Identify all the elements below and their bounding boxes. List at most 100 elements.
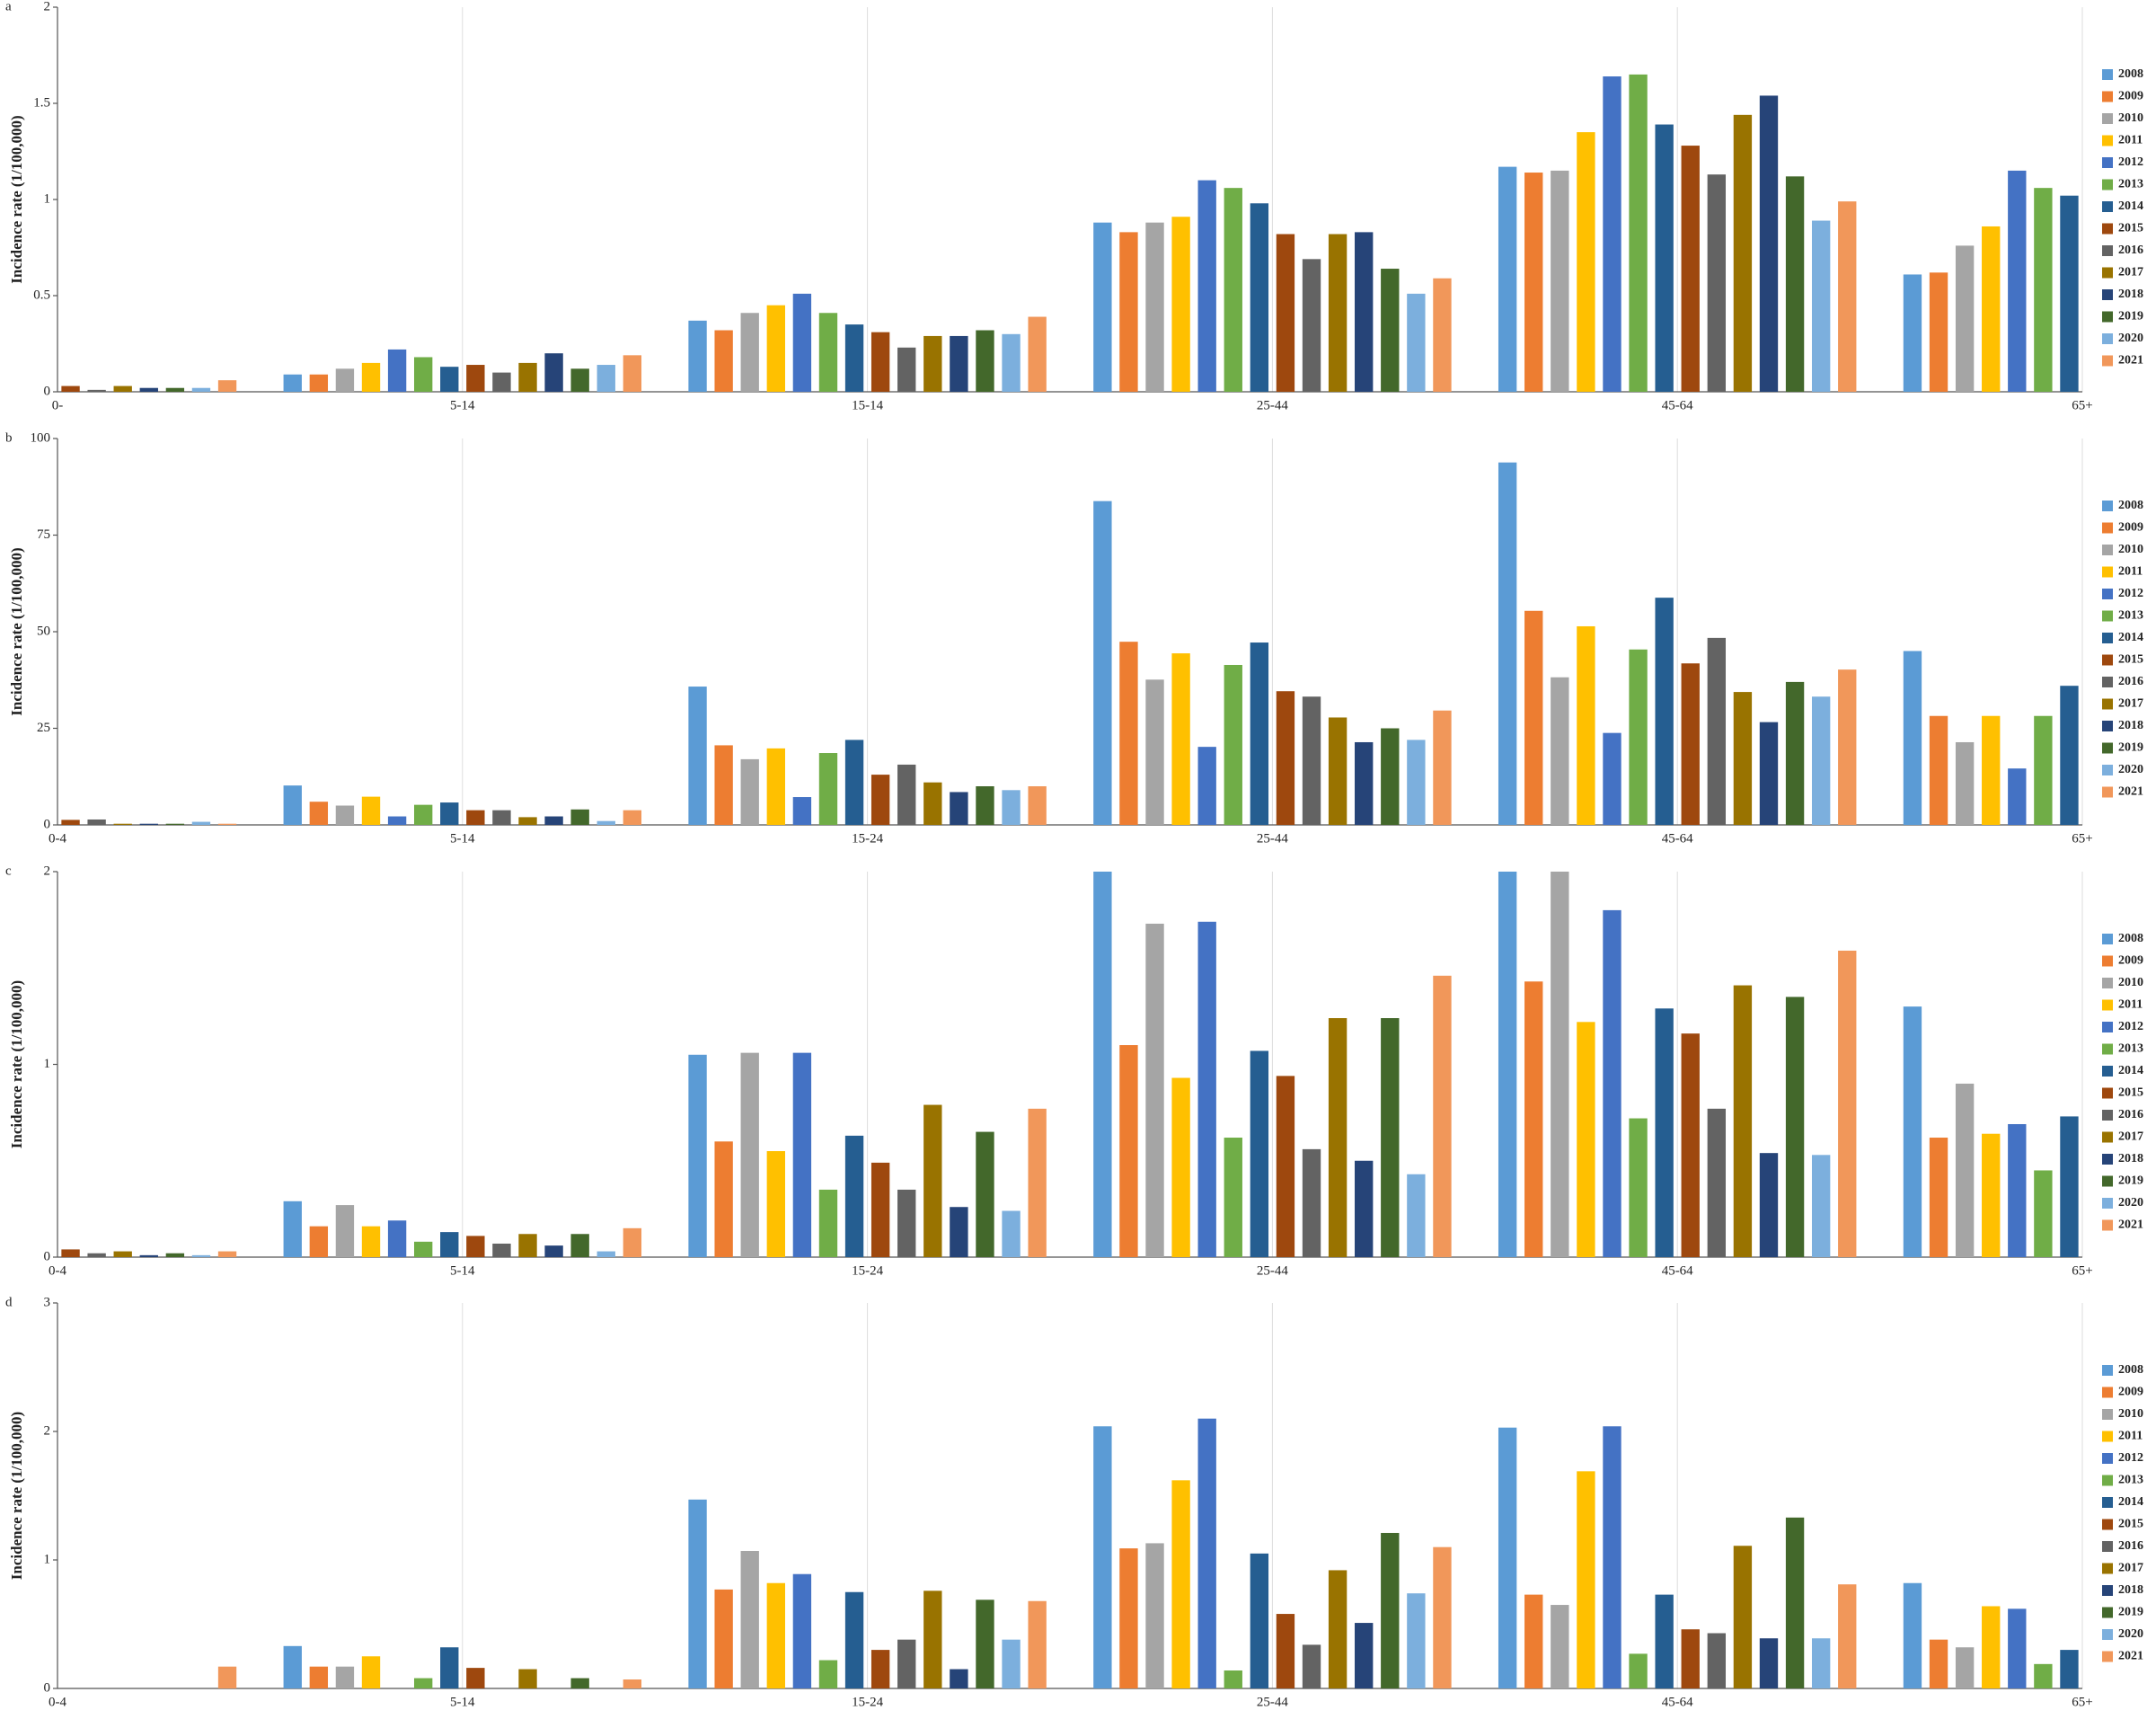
bar [1655, 1008, 1674, 1257]
bar [544, 1245, 563, 1257]
bar [714, 1141, 733, 1257]
bar [1955, 1083, 1975, 1257]
bar [309, 802, 329, 825]
bar [897, 1189, 916, 1257]
bar [1551, 677, 1569, 825]
bar [1629, 1653, 1648, 1688]
x-tick-label: 15-24 [852, 1263, 883, 1278]
legend-swatch [2102, 157, 2113, 168]
bar [1171, 1480, 1190, 1688]
y-tick-label: 2 [44, 864, 51, 878]
bar [1681, 146, 1700, 392]
bar [844, 1591, 864, 1688]
bar [113, 1251, 132, 1257]
legend-swatch [2102, 677, 2113, 687]
bar [518, 1234, 537, 1257]
bar [1759, 1153, 1779, 1257]
bar [1759, 1638, 1779, 1688]
bar [1707, 1633, 1727, 1688]
legend-swatch [2102, 1541, 2113, 1552]
legend-swatch [2102, 135, 2113, 146]
bar [792, 1052, 812, 1257]
bar [217, 1251, 237, 1257]
bar [570, 368, 589, 392]
bar [165, 387, 185, 392]
bar [2034, 188, 2053, 392]
bar [688, 320, 707, 392]
legend-label: 2015 [2118, 222, 2143, 235]
y-tick-label: 0 [44, 1249, 51, 1263]
bar [1955, 245, 1975, 392]
legend-label: 2015 [2118, 1518, 2143, 1531]
bar [1681, 1033, 1700, 1257]
bar [1498, 872, 1517, 1257]
bars [61, 462, 2079, 825]
bar [714, 745, 733, 825]
y-tick-label: 1 [44, 191, 51, 206]
bar [870, 332, 890, 392]
bar [1433, 278, 1452, 392]
x-tick-label: 5-14 [450, 1695, 475, 1709]
bar [1093, 501, 1112, 825]
legend-label: 2017 [2118, 266, 2143, 279]
bar [923, 1104, 942, 1257]
legend-swatch [2102, 978, 2113, 988]
bar [1903, 651, 1922, 825]
x-tick-label: 15-24 [852, 831, 883, 846]
bar [1197, 1418, 1216, 1688]
bar [1197, 921, 1216, 1257]
x-tick-label: 25-44 [1257, 1263, 1288, 1278]
legend-swatch [2102, 289, 2113, 300]
y-axis-label: Incidence rate (1/100,000) [8, 115, 25, 283]
bar [976, 330, 994, 392]
bar [361, 796, 381, 825]
bar [1903, 274, 1922, 392]
bar [1811, 1638, 1831, 1688]
x-tick-label: 5-14 [450, 1263, 475, 1278]
bar [1524, 981, 1543, 1257]
legend-swatch [2102, 1154, 2113, 1165]
legend-label: 2012 [2118, 587, 2143, 600]
legend-label: 2014 [2118, 199, 2143, 213]
legend-swatch [2102, 333, 2113, 344]
legend-label: 2021 [2118, 354, 2143, 368]
bar [283, 785, 302, 825]
y-tick-label: 0 [44, 817, 51, 831]
legend-label: 2009 [2118, 521, 2143, 535]
bar [740, 758, 759, 825]
legend-label: 2013 [2118, 609, 2143, 623]
y-axis-label: Incidence rate (1/100,000) [8, 980, 25, 1148]
bar [844, 324, 864, 392]
legend-swatch [2102, 654, 2113, 666]
bar [165, 1253, 185, 1257]
bar [387, 816, 407, 825]
legend-swatch [2102, 765, 2113, 775]
legend-swatch [2102, 1519, 2113, 1530]
bar [1955, 1647, 1975, 1688]
bar [87, 819, 106, 825]
x-tick-label: 15-14 [852, 398, 883, 412]
bar [950, 335, 968, 392]
bar [1838, 669, 1857, 825]
legend-swatch [2102, 223, 2113, 235]
bar [87, 1253, 106, 1257]
legend-label: 2018 [2118, 1583, 2143, 1597]
x-tick-label: 45-64 [1662, 398, 1693, 412]
bar [1197, 747, 1216, 825]
x-tick-label: 65+ [2072, 398, 2092, 412]
x-tick-label: 65+ [2072, 1263, 2092, 1278]
legend-swatch [2102, 311, 2113, 323]
bar [818, 313, 838, 392]
x-tick-label: 25-44 [1257, 398, 1288, 412]
bar [1328, 234, 1348, 392]
bar [1224, 188, 1242, 392]
legend-label: 2010 [2118, 111, 2143, 125]
bar [596, 1251, 615, 1257]
bar [897, 764, 916, 825]
bar [976, 1599, 994, 1688]
legend-label: 2012 [2118, 1451, 2143, 1465]
bar [1785, 997, 1805, 1257]
bar [1328, 1570, 1348, 1688]
legend-swatch [2102, 698, 2113, 710]
legend-swatch [2102, 245, 2113, 256]
